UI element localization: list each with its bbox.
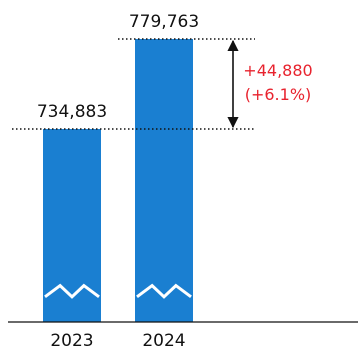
bar-2024 [135, 39, 193, 322]
x-axis-ticks: 2023 2024 [50, 331, 185, 351]
value-label-2024: 779,763 [129, 12, 199, 32]
difference-value-label: +44,880 [243, 61, 312, 80]
axis-break-mark [136, 283, 192, 299]
x-tick-label-2024: 2024 [142, 331, 185, 351]
bars: 734,883 779,763 [37, 12, 199, 322]
x-tick-label-2023: 2023 [50, 331, 93, 351]
axis-break-mark [44, 283, 100, 299]
value-label-2023: 734,883 [37, 102, 107, 122]
difference-annotation: +44,880 (+6.1%) [12, 38, 313, 130]
difference-percent-label: (+6.1%) [245, 85, 312, 104]
